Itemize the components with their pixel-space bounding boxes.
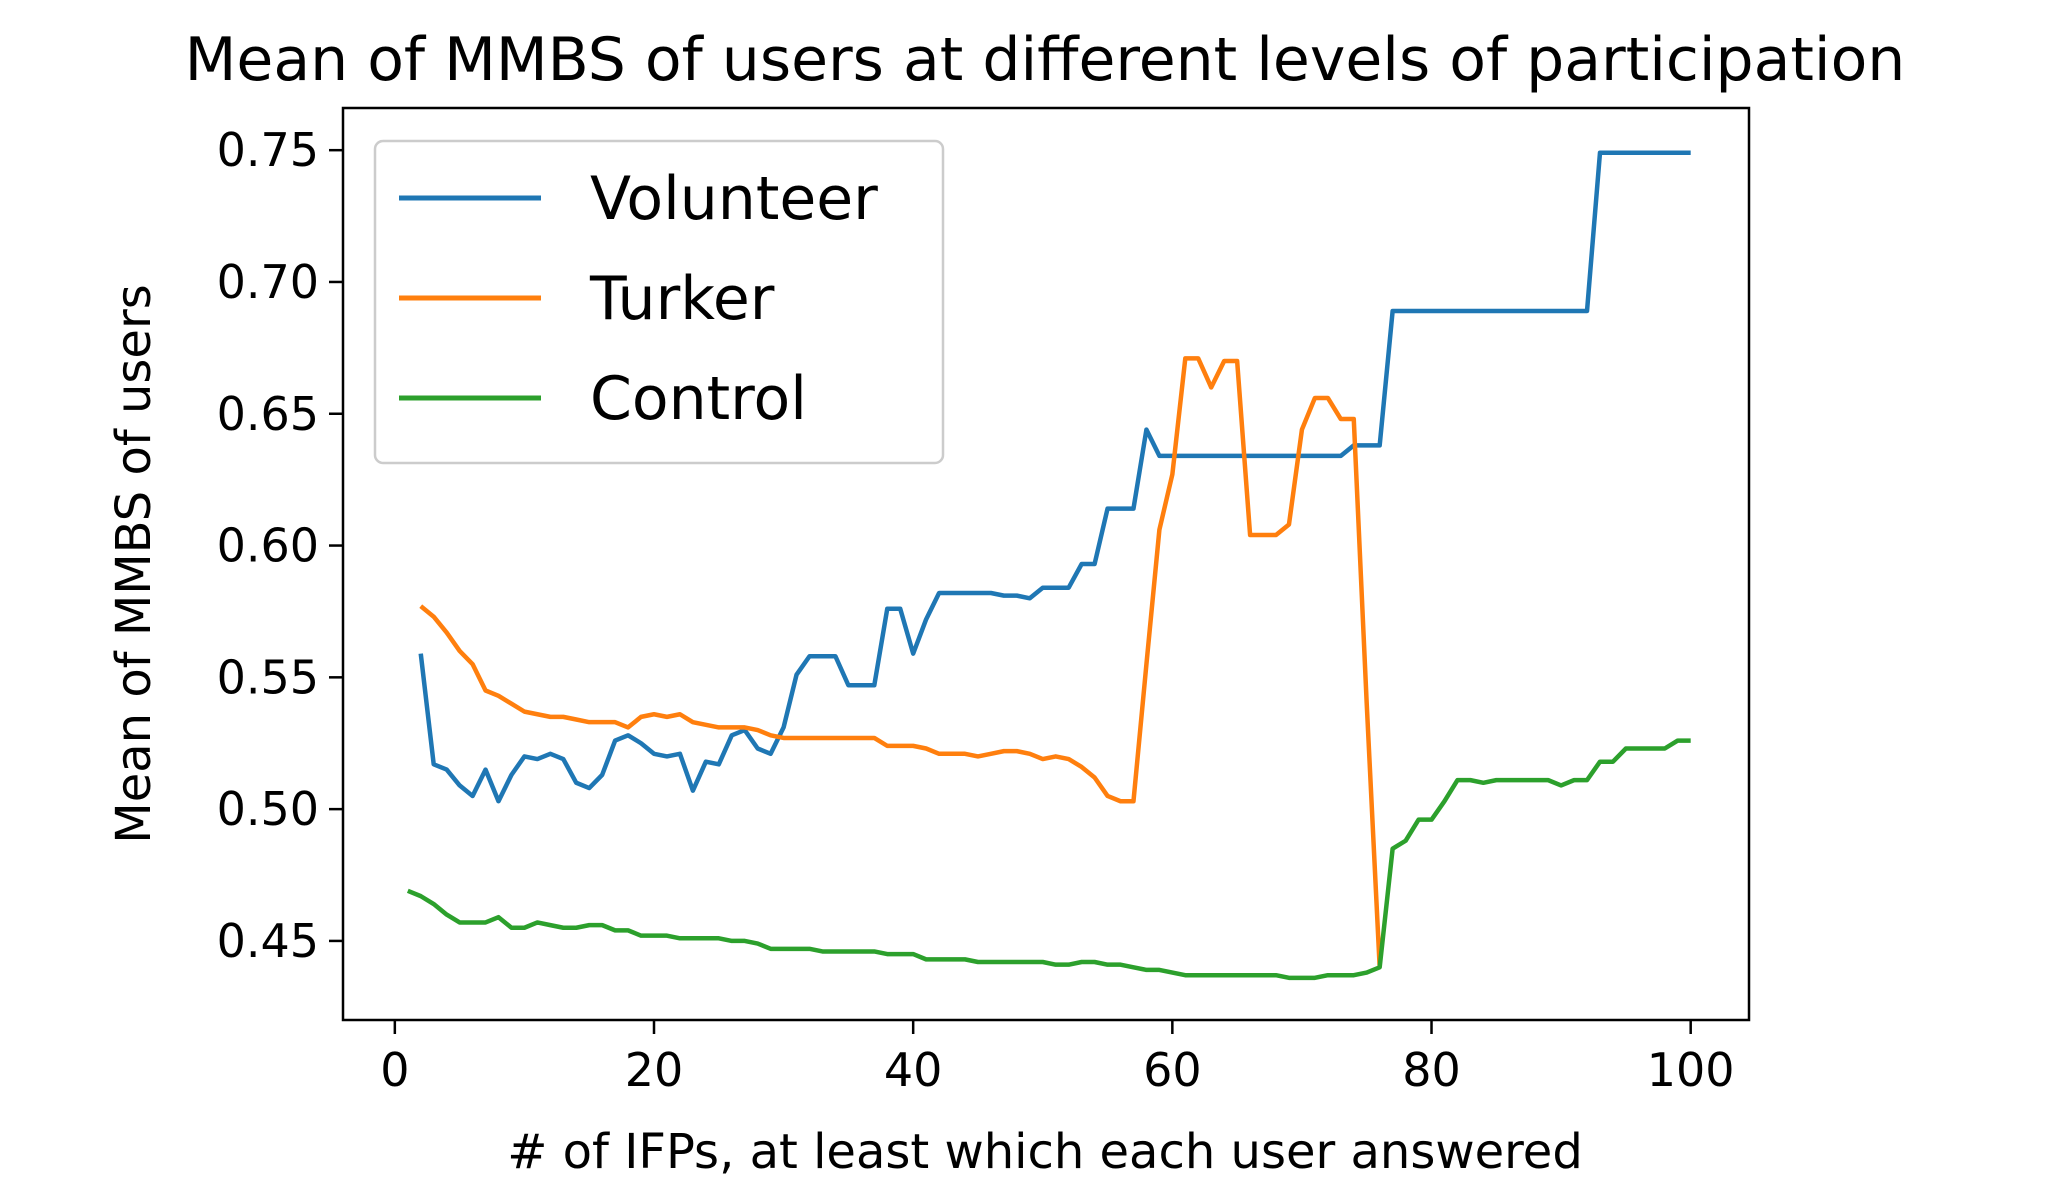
legend-label-control: Control (590, 364, 807, 434)
plot-area (341, 106, 1751, 1022)
y-tick-label: 0.55 (217, 650, 319, 704)
x-tick-label: 0 (380, 1043, 409, 1097)
x-axis-label: # of IFPs, at least which each user answ… (507, 1124, 1583, 1180)
series-layer (406, 150, 1691, 981)
series-line-control (406, 738, 1691, 981)
series-line-volunteer (418, 150, 1691, 804)
y-tick-label: 0.45 (217, 914, 319, 968)
x-tick-label: 60 (1143, 1043, 1202, 1097)
x-tick-label: 80 (1402, 1043, 1461, 1097)
legend-frame (373, 139, 945, 465)
legend-label-volunteer: Volunteer (590, 164, 878, 234)
y-tick-label: 0.50 (217, 782, 319, 836)
legend-label-turker: Turker (589, 264, 775, 334)
chart-title: Mean of MMBS of users at different level… (185, 25, 1906, 95)
y-tick-label: 0.65 (217, 387, 319, 441)
y-tick-label: 0.60 (217, 519, 319, 573)
legend: Volunteer Turker Control (373, 139, 945, 465)
y-tick-label: 0.75 (217, 123, 319, 177)
y-axis: 0.45 0.50 0.55 0.60 0.65 0.70 0.75 (217, 123, 343, 968)
series-line-turker (419, 356, 1382, 968)
x-tick-label: 100 (1647, 1043, 1735, 1097)
y-tick-label: 0.70 (217, 255, 319, 309)
y-axis-label: Mean of MMBS of users (106, 284, 162, 843)
x-axis: 0 20 40 60 80 100 (380, 1020, 1735, 1097)
plot-frame (341, 106, 1751, 1022)
x-tick-label: 40 (884, 1043, 943, 1097)
x-tick-label: 20 (625, 1043, 684, 1097)
